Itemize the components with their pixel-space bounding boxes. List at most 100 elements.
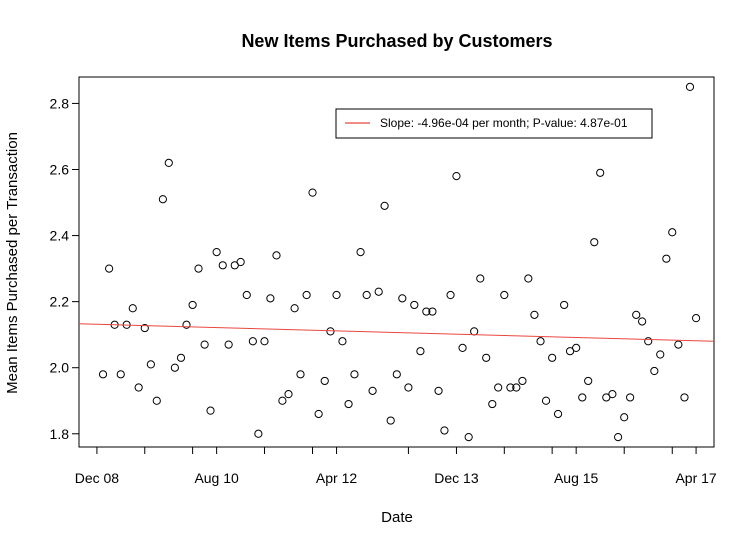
data-point xyxy=(512,383,521,392)
data-point xyxy=(470,327,479,336)
data-point xyxy=(536,337,545,346)
data-point xyxy=(476,274,485,283)
data-point xyxy=(548,353,557,362)
data-point xyxy=(164,158,173,167)
data-point xyxy=(362,290,371,300)
data-point xyxy=(416,347,425,356)
data-point xyxy=(266,294,275,303)
x-tick-label: Apr 17 xyxy=(675,470,716,486)
data-point xyxy=(182,320,191,329)
data-point xyxy=(194,264,203,273)
data-point xyxy=(350,370,359,379)
data-point xyxy=(458,343,467,352)
legend: Slope: -4.96e-04 per month; P-value: 4.8… xyxy=(335,108,653,139)
trend-line xyxy=(78,323,715,342)
data-point xyxy=(590,238,599,247)
data-point xyxy=(685,82,695,92)
data-point xyxy=(541,396,551,405)
data-point xyxy=(428,307,437,316)
data-point xyxy=(572,343,581,352)
data-point xyxy=(440,426,449,435)
data-point xyxy=(356,247,365,257)
x-tick-label: Dec 13 xyxy=(434,470,479,486)
data-point xyxy=(98,370,108,379)
data-point xyxy=(278,396,287,405)
data-point xyxy=(506,383,515,392)
data-point xyxy=(638,317,647,326)
data-point xyxy=(452,172,461,181)
data-point xyxy=(368,386,377,395)
data-point xyxy=(656,350,665,359)
data-point xyxy=(242,290,251,300)
data-point xyxy=(296,370,305,379)
data-point xyxy=(494,383,503,392)
data-point xyxy=(272,251,281,260)
data-point xyxy=(212,247,221,257)
data-point xyxy=(116,370,125,379)
data-point xyxy=(626,393,635,402)
data-point xyxy=(632,310,641,319)
data-point xyxy=(146,360,155,369)
data-point xyxy=(518,376,527,386)
data-point xyxy=(380,201,389,210)
x-axis-label: Date xyxy=(381,509,413,526)
x-axis: Dec 08 Aug 10 Apr 12 Dec 13 Aug 15 Apr 17 xyxy=(75,447,717,486)
y-tick-label: 2.0 xyxy=(50,360,70,376)
y-axis: 1.8 2.0 2.2 2.4 2.6 2.8 xyxy=(50,95,79,442)
data-point xyxy=(488,399,497,409)
data-point xyxy=(140,323,149,333)
chart-title: New Items Purchased by Customers xyxy=(241,31,552,51)
data-point xyxy=(464,432,473,442)
data-point xyxy=(302,290,311,300)
data-point xyxy=(530,310,539,319)
data-point xyxy=(224,340,233,349)
data-point xyxy=(206,406,215,415)
data-point xyxy=(260,337,269,346)
data-point xyxy=(404,383,413,392)
data-point xyxy=(614,432,623,442)
data-point xyxy=(644,337,653,346)
data-point xyxy=(128,304,137,313)
data-point xyxy=(602,393,611,402)
plot-frame xyxy=(78,76,715,448)
data-point xyxy=(332,290,341,300)
data-point xyxy=(386,416,395,425)
legend-entry: Slope: -4.96e-04 per month; P-value: 4.8… xyxy=(380,116,628,130)
data-point xyxy=(524,274,533,283)
data-point xyxy=(578,393,587,402)
data-point xyxy=(608,390,617,399)
data-point xyxy=(134,383,143,392)
data-point xyxy=(392,370,401,379)
data-point xyxy=(584,376,593,386)
legend-box xyxy=(335,108,653,139)
data-point xyxy=(668,228,677,237)
y-axis-label: Mean Items Purchased per Transaction xyxy=(4,132,21,394)
y-tick-label: 2.8 xyxy=(50,95,70,111)
x-tick-label: Aug 15 xyxy=(554,470,599,486)
data-point xyxy=(158,195,167,204)
data-point xyxy=(662,254,671,263)
x-tick-label: Aug 10 xyxy=(194,470,239,486)
data-point xyxy=(314,409,323,419)
data-point xyxy=(170,363,179,372)
data-point xyxy=(344,399,353,409)
x-tick-label: Apr 12 xyxy=(316,470,357,486)
data-point xyxy=(560,300,569,310)
y-tick-label: 2.2 xyxy=(50,294,70,310)
y-tick-label: 2.4 xyxy=(50,228,70,244)
data-point xyxy=(290,304,299,313)
data-point xyxy=(374,287,383,296)
x-tick-label: Dec 08 xyxy=(75,470,120,486)
data-point xyxy=(338,337,347,346)
data-point xyxy=(176,353,186,362)
data-point xyxy=(553,409,563,419)
data-point xyxy=(236,257,245,267)
data-point xyxy=(152,396,161,405)
data-point xyxy=(410,300,419,310)
data-point xyxy=(254,429,263,438)
y-tick-label: 2.6 xyxy=(50,162,70,178)
data-point xyxy=(446,290,455,300)
data-point xyxy=(674,340,683,349)
data-point xyxy=(565,347,575,356)
